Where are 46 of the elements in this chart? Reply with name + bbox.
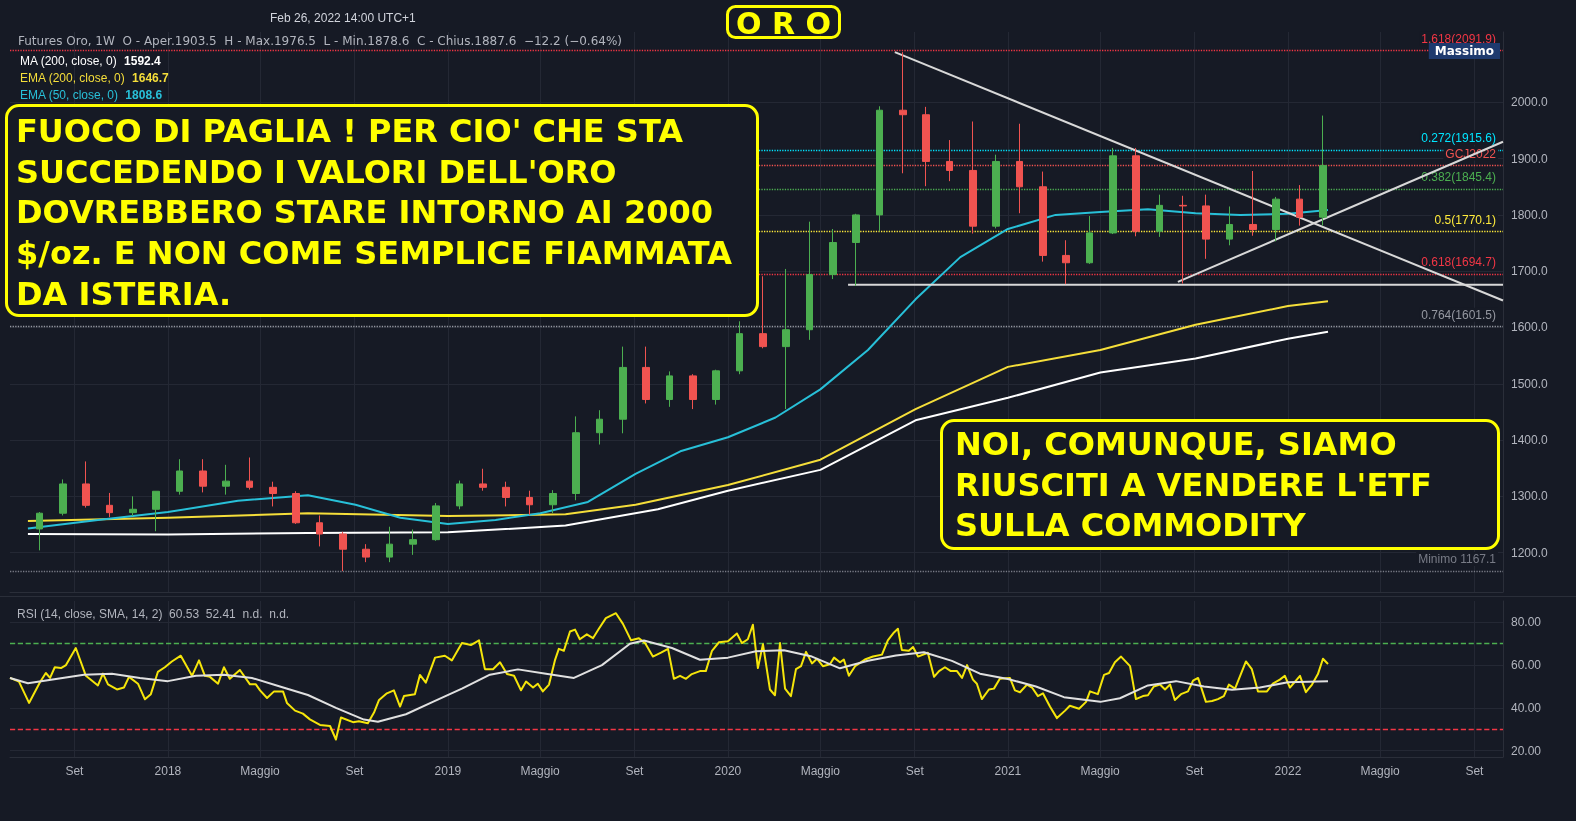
text: EMA (200, close, 0) 1646.7 [20, 71, 170, 85]
y-tick-label: 1400.0 [1511, 433, 1549, 448]
y-tick-label: 1800.0 [1511, 207, 1549, 222]
text: RSI (14, close, SMA, 14, 2) 60.53 52.41 n.d. n.d. [17, 607, 290, 621]
x-tick-label: Set [905, 764, 925, 778]
x-tick-label: Maggio [520, 764, 561, 778]
x-tick-label: Set [625, 764, 645, 778]
ref-line-label: 0.764(1601.5) [1421, 307, 1496, 322]
x-tick-label: Set [1465, 764, 1485, 778]
y-tick-label: 1600.0 [1511, 320, 1549, 335]
y-tick-label: 1500.0 [1511, 376, 1549, 391]
y-tick-label: 1300.0 [1511, 489, 1549, 504]
chart-title: O R O [736, 5, 831, 41]
y-tick-label: 20.00 [1511, 743, 1542, 758]
x-tick-label: Maggio [1360, 764, 1401, 778]
ref-line-label: 0.618(1694.7) [1421, 255, 1496, 270]
text: EMA (50, close, 0) 1808.6 [20, 88, 163, 102]
x-tick-label: 2018 [154, 764, 182, 778]
x-tick-label: Maggio [1080, 764, 1121, 778]
ref-line-label: Minimo 1167.1 [1418, 552, 1497, 567]
ref-line-label: 0.272(1915.6) [1421, 130, 1496, 145]
x-tick-label: Set [65, 764, 85, 778]
y-tick-label: 60.00 [1511, 658, 1542, 673]
x-tick-label: 2021 [994, 764, 1022, 778]
ref-line-label: 0.5(1770.1) [1434, 212, 1496, 227]
x-tick-label: Maggio [240, 764, 281, 778]
x-tick-label: Set [1185, 764, 1205, 778]
y-tick-label: 1700.0 [1511, 264, 1549, 279]
y-tick-label: 1900.0 [1511, 151, 1549, 166]
x-tick-label: 2020 [714, 764, 742, 778]
y-tick-label: 1200.0 [1511, 545, 1549, 560]
y-tick-label: 2000.0 [1511, 95, 1549, 110]
x-tick-label: 2019 [434, 764, 462, 778]
x-tick-label: 2022 [1274, 764, 1302, 778]
text: MA (200, close, 0) 1592.4 [20, 54, 162, 68]
x-tick-label: Set [345, 764, 365, 778]
ref-line-label: 1.618(2091.9) [1421, 31, 1496, 46]
y-tick-label: 80.00 [1511, 615, 1542, 630]
annotation: Futures Oro, 1W O - Aper.1903.5 H - Max.1976.5 L - Min.1878.6 C - Chius.1887.6 −12.2 (−0.64%) [18, 34, 623, 48]
annotation: NOI, COMUNQUE, SIAMO RIUSCITI A VENDERE L'ETF SULLA COMMODITY [940, 419, 1500, 550]
y-tick-label: 40.00 [1511, 700, 1542, 715]
annotation: Massimo [1434, 44, 1494, 58]
x-tick-label: Maggio [800, 764, 841, 778]
ref-line-label: 0.382(1845.4) [1421, 170, 1496, 185]
annotation: FUOCO DI PAGLIA ! PER CIO' CHE STA SUCCEDENDO I VALORI DELL'ORO DOVREBBERO STARE INTORNO AI 2000 $/oz. E NON COME SEMPLICE FIAMMATA DA ISTERIA. [5, 104, 759, 317]
chart-subtitle: Feb 26, 2022 14:00 UTC+1 [270, 11, 417, 25]
